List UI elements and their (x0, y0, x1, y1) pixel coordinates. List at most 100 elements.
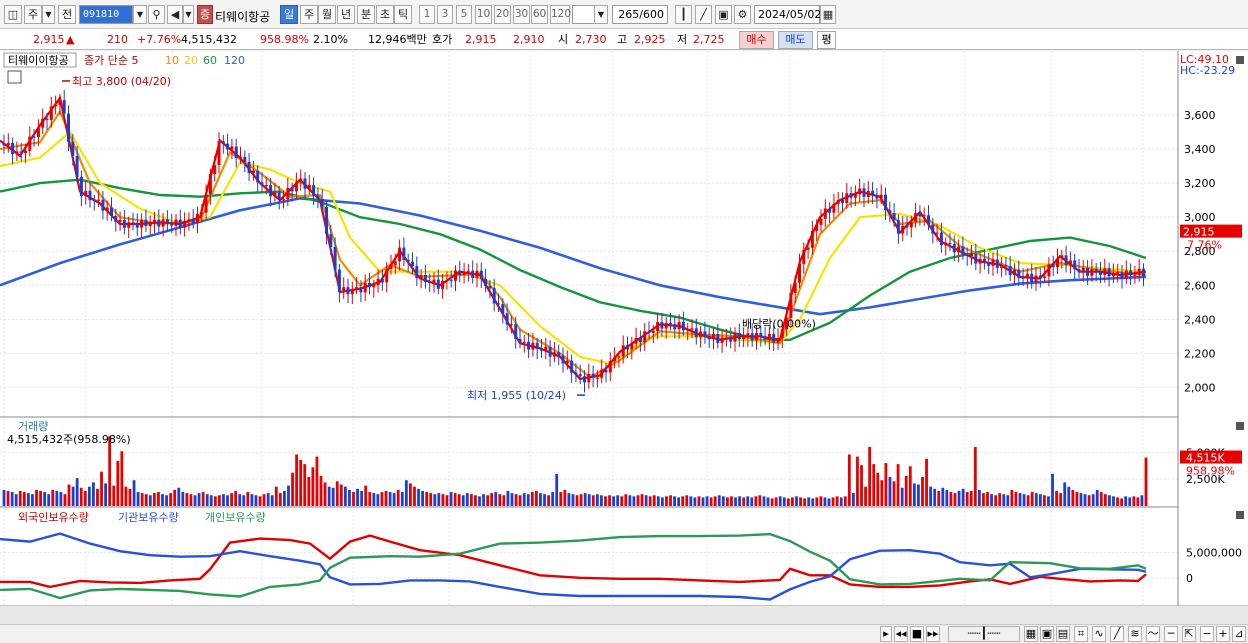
candle-body (368, 282, 371, 288)
candle-body (595, 377, 599, 379)
layout-icon[interactable]: ◫ (4, 5, 22, 24)
candle-body (673, 324, 677, 330)
count-input[interactable]: 265/600 (612, 5, 668, 24)
stock-code-input[interactable]: 091810 (79, 5, 133, 24)
tool-icon[interactable]: ⌗ (1074, 626, 1088, 642)
wave-icon[interactable]: 〜 (1146, 626, 1160, 642)
stock-chart[interactable]: 3,600 3,400 3,200 3,000 2,800 2,600 2,400 2,200… (0, 51, 1248, 624)
volume-bar (941, 487, 945, 506)
volume-bar (295, 454, 299, 506)
export-icon[interactable]: ⇱ (1182, 626, 1196, 642)
more-icon[interactable]: ⊿ (1232, 626, 1246, 642)
volume-bar (563, 489, 567, 506)
sell-button[interactable]: 매도 (778, 31, 813, 49)
volume-bar (884, 463, 888, 506)
zoom-out-icon[interactable]: − (1200, 626, 1214, 642)
candle-body (617, 356, 621, 358)
grid-icon[interactable]: ▦ (1024, 626, 1038, 642)
save-icon[interactable]: ▣ (715, 5, 732, 24)
volume-bar (965, 492, 969, 506)
buy-button[interactable]: 매수 (739, 31, 774, 49)
interval-button-120[interactable]: 120 (550, 5, 571, 24)
chevron-down-icon[interactable]: ▼ (133, 5, 147, 24)
count-value: 265 (618, 8, 640, 21)
copy-icon[interactable]: ▣ (1040, 626, 1054, 642)
play-icon[interactable]: ▸ (880, 626, 892, 642)
interval-button-60[interactable]: 60 (531, 5, 548, 24)
forward-icon[interactable]: ▸▸ (926, 626, 940, 642)
volume-bar (246, 492, 250, 506)
candle-body (243, 156, 247, 162)
volume-bar (851, 493, 855, 506)
volume-bar (226, 495, 229, 506)
volume-bar (831, 497, 835, 506)
date-input[interactable]: 2024/05/02 (754, 5, 821, 24)
chevron-down-icon[interactable]: ▼ (42, 5, 55, 24)
candle-body (1120, 272, 1124, 279)
line-icon[interactable]: ─ (1164, 626, 1178, 642)
close-icon[interactable] (1236, 511, 1244, 519)
chevron-down-icon[interactable]: ▼ (183, 5, 194, 24)
speaker-icon[interactable]: ◀ (167, 5, 183, 24)
candle-body (841, 200, 844, 203)
chevron-down-icon[interactable]: ▼ (594, 5, 608, 24)
zoom-slider[interactable]: ┄┄┃┄┄ (948, 626, 1020, 642)
period-button-1[interactable]: 일 (280, 5, 298, 24)
volume-bar (120, 451, 124, 506)
candle-body (875, 195, 879, 199)
candle-body (135, 222, 139, 228)
candle-body (208, 174, 212, 195)
period-button-7[interactable]: 틱 (394, 5, 412, 24)
candle-body (819, 218, 823, 225)
candle-body (1116, 272, 1120, 274)
calendar-icon[interactable]: ▦ (820, 5, 836, 24)
zoom-in-icon[interactable]: + (1216, 626, 1230, 642)
interval-button-5[interactable]: 5 (456, 5, 472, 24)
volume-bar (262, 494, 266, 506)
period-button-3[interactable]: 월 (318, 5, 336, 24)
market-select[interactable]: 주 (24, 5, 42, 24)
volume-bar (10, 492, 14, 506)
volume-bar (421, 490, 424, 506)
volume-bar (26, 493, 30, 506)
candle-body (909, 221, 913, 228)
prev-button[interactable]: 전 (58, 5, 76, 24)
interval-button-10[interactable]: 10 (475, 5, 492, 24)
period-button-2[interactable]: 주 (300, 5, 318, 24)
volume-bar (368, 492, 372, 506)
interval-button-3[interactable]: 3 (437, 5, 453, 24)
volume-value: 4,515,432주(958.98%) (7, 433, 131, 446)
close-icon[interactable] (1236, 56, 1244, 64)
close-icon[interactable] (1236, 422, 1244, 430)
interval-button-20[interactable]: 20 (494, 5, 511, 24)
rewind-icon[interactable]: ◂◂ (894, 626, 908, 642)
candle-body (1081, 267, 1085, 273)
bid-price-2: 2,910 (513, 33, 545, 46)
magnet-icon[interactable]: ∿ (1092, 626, 1106, 642)
avg-button[interactable]: 평 (817, 31, 836, 49)
candle-body (445, 280, 449, 282)
interval-button-30[interactable]: 30 (513, 5, 530, 24)
volume-bar (705, 496, 709, 506)
period-button-5[interactable]: 분 (357, 5, 375, 24)
volume-bar (222, 494, 225, 506)
candle-icon[interactable]: ┃ (675, 5, 692, 24)
candle-body (531, 342, 535, 350)
trend-icon[interactable]: ╱ (1110, 626, 1124, 642)
turnover-rate: 2.10% (313, 33, 348, 46)
search-icon[interactable]: ⚲ (148, 5, 165, 24)
period-button-4[interactable]: 년 (337, 5, 355, 24)
chart-area[interactable]: 3,600 3,400 3,200 3,000 2,800 2,600 2,400 2,200… (0, 51, 1248, 624)
volume-bar (526, 494, 530, 506)
candle-body (892, 213, 896, 221)
stop-icon[interactable]: ■ (910, 626, 924, 642)
gear-icon[interactable]: ⚙ (734, 5, 751, 24)
print-icon[interactable]: ▤ (1056, 626, 1070, 642)
period-button-6[interactable]: 초 (376, 5, 394, 24)
volume-bar (534, 490, 538, 506)
fibo-icon[interactable]: ≋ (1128, 626, 1142, 642)
interval-button-1[interactable]: 1 (419, 5, 435, 24)
draw-icon[interactable]: ╱ (695, 5, 712, 24)
table-icon[interactable] (7, 70, 22, 84)
name-badge: 증 (197, 5, 213, 24)
